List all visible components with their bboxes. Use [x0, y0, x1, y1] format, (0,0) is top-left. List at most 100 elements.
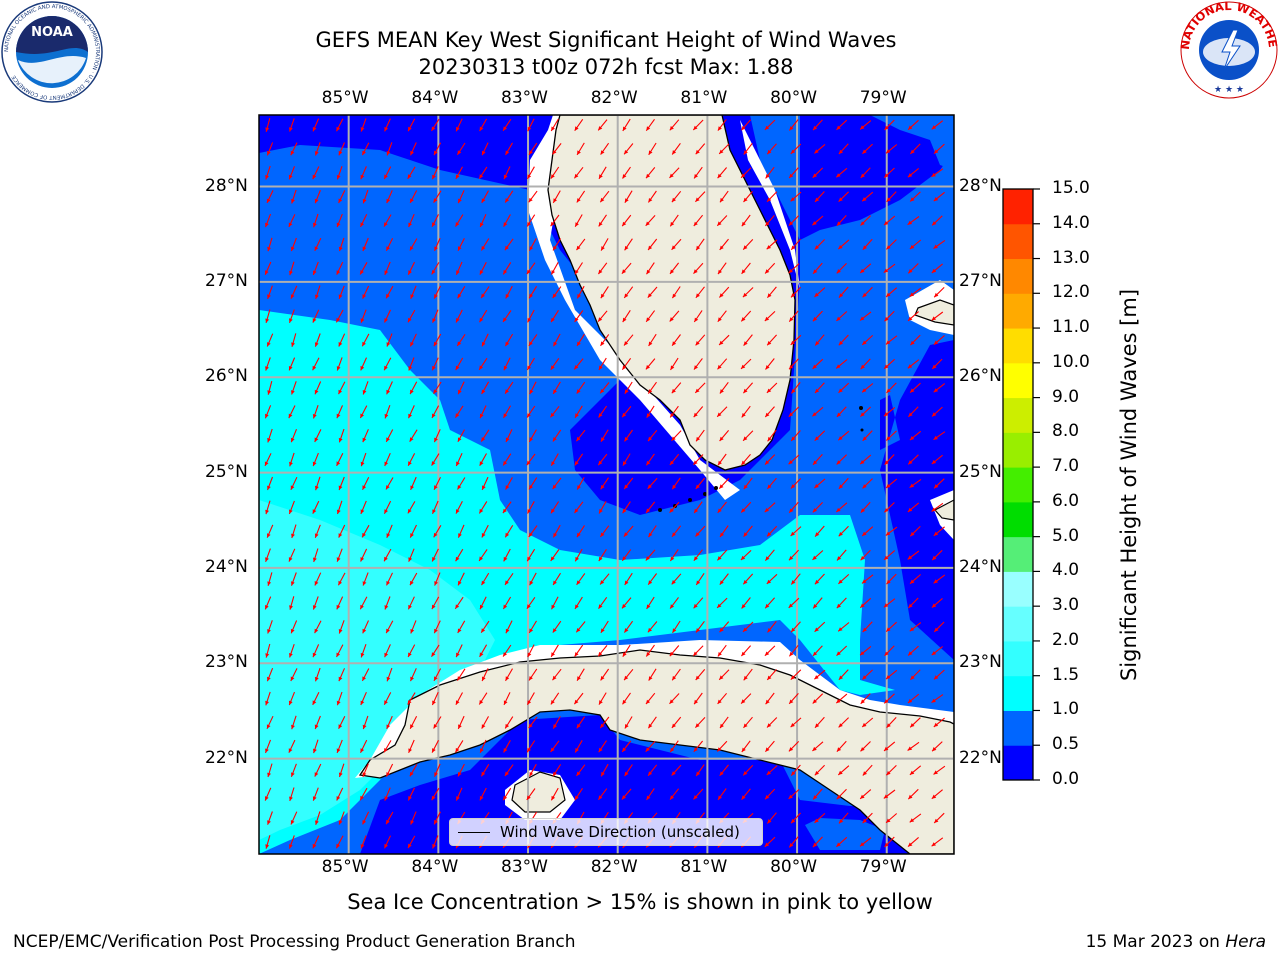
wave-direction-arrow — [669, 167, 680, 179]
wave-direction-arrow — [766, 334, 778, 346]
wave-direction-arrow — [503, 166, 511, 180]
wave-direction-arrow — [407, 118, 416, 132]
lat-label-left: 27°N — [205, 270, 248, 291]
wave-direction-arrow — [597, 119, 608, 131]
wave-direction-arrow — [457, 286, 466, 299]
wave-direction-arrow — [288, 309, 295, 323]
wave-direction-arrow — [859, 645, 872, 656]
wave-direction-arrow — [336, 261, 344, 275]
wave-direction-arrow — [266, 476, 274, 491]
wave-direction-arrow — [431, 405, 440, 419]
wave-direction-arrow — [836, 836, 848, 848]
wave-direction-arrow — [550, 310, 559, 323]
wave-direction-arrow — [600, 286, 609, 299]
wave-direction-arrow — [837, 239, 850, 250]
wave-direction-arrow — [861, 383, 874, 393]
wave-direction-arrow — [480, 429, 490, 442]
wave-direction-arrow — [742, 287, 754, 298]
wave-direction-arrow — [600, 477, 609, 490]
wave-direction-arrow — [503, 357, 511, 371]
wave-direction-arrow — [933, 191, 945, 202]
wave-direction-arrow — [312, 309, 320, 323]
wave-direction-arrow — [907, 167, 920, 178]
wave-direction-arrow — [267, 285, 273, 300]
wave-direction-arrow — [455, 309, 463, 323]
wave-direction-arrow — [861, 717, 874, 728]
wave-direction-arrow — [790, 334, 802, 346]
wave-direction-arrow — [573, 358, 584, 370]
colorbar-tick-label: 13.0 — [1052, 247, 1090, 268]
legend-line — [458, 832, 490, 833]
wave-direction-arrow — [314, 763, 322, 777]
wave-direction-arrow — [289, 261, 295, 276]
colorbar-tick-label: 10.0 — [1052, 351, 1090, 372]
wave-direction-arrow — [478, 357, 488, 371]
wave-direction-arrow — [694, 382, 706, 394]
wave-direction-arrow — [574, 310, 584, 323]
wave-direction-arrow — [719, 525, 729, 538]
wave-direction-arrow — [884, 502, 895, 513]
wave-direction-arrow — [645, 453, 655, 466]
lon-label-top: 81°W — [680, 88, 728, 108]
wave-direction-arrow — [598, 692, 607, 705]
wave-direction-arrow — [907, 454, 919, 465]
wave-direction-arrow — [621, 406, 632, 418]
wave-direction-arrow — [742, 382, 754, 394]
wave-direction-arrow — [314, 237, 322, 252]
wave-direction-arrow — [695, 286, 705, 299]
wave-direction-arrow — [383, 357, 392, 371]
wave-direction-arrow — [884, 645, 895, 657]
wave-direction-arrow — [529, 381, 537, 395]
wave-direction-arrow — [645, 740, 656, 752]
wave-direction-arrow — [407, 644, 416, 658]
wave-direction-arrow — [669, 645, 680, 657]
wave-direction-arrow — [481, 333, 489, 347]
wave-direction-arrow — [909, 717, 921, 728]
wave-direction-arrow — [361, 524, 370, 538]
wave-direction-arrow — [550, 166, 560, 179]
wave-direction-arrow — [907, 693, 920, 704]
wave-direction-arrow — [933, 812, 945, 824]
wave-direction-arrow — [836, 549, 847, 561]
wave-direction-arrow — [312, 118, 320, 132]
wave-direction-arrow — [838, 669, 849, 681]
wave-direction-arrow — [505, 285, 513, 299]
wave-direction-arrow — [862, 238, 873, 251]
wave-direction-arrow — [431, 166, 439, 180]
wave-direction-arrow — [338, 381, 346, 395]
wave-direction-arrow — [862, 764, 873, 776]
wave-direction-arrow — [838, 286, 849, 298]
wave-direction-arrow — [623, 477, 634, 490]
wave-direction-arrow — [647, 573, 658, 586]
wave-direction-arrow — [624, 572, 633, 586]
wave-direction-arrow — [505, 668, 513, 682]
wave-direction-arrow — [528, 429, 537, 443]
wave-direction-arrow — [550, 214, 560, 227]
wave-direction-arrow — [743, 142, 753, 155]
wave-direction-arrow — [862, 286, 873, 298]
sea-ice-footnote: Sea Ice Concentration > 15% is shown in … — [347, 890, 933, 914]
wave-direction-arrow — [717, 453, 727, 466]
wave-direction-arrow — [740, 501, 752, 513]
lat-label-left: 22°N — [205, 747, 248, 768]
wave-direction-arrow — [766, 477, 777, 490]
wave-direction-arrow — [765, 692, 775, 705]
wave-direction-arrow — [862, 812, 873, 824]
wave-direction-arrow — [933, 431, 946, 441]
wave-direction-arrow — [361, 142, 370, 156]
wave-direction-arrow — [885, 813, 898, 824]
wave-direction-arrow — [835, 502, 848, 513]
wave-direction-arrow — [383, 500, 392, 514]
wave-direction-arrow — [291, 333, 297, 347]
wave-direction-arrow — [862, 669, 873, 680]
wave-direction-arrow — [528, 477, 538, 490]
wave-direction-arrow — [504, 572, 514, 586]
wave-direction-arrow — [457, 477, 466, 490]
wave-direction-arrow — [266, 190, 274, 204]
wave-direction-arrow — [359, 596, 368, 610]
wave-direction-arrow — [933, 621, 945, 633]
wave-direction-arrow — [315, 285, 321, 300]
wave-direction-arrow — [883, 167, 895, 179]
wave-direction-arrow — [265, 165, 271, 180]
wave-direction-arrow — [645, 358, 656, 370]
